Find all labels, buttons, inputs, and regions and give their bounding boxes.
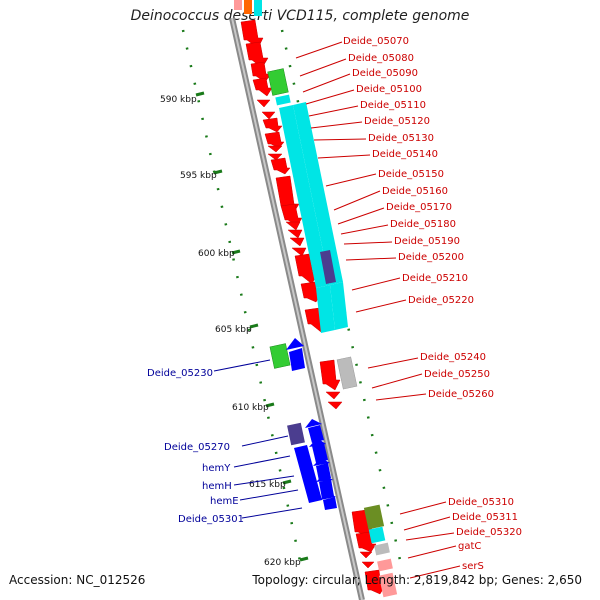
gene-label: gatC [458, 541, 481, 552]
gene-label: Deide_05080 [348, 53, 414, 64]
gene-label: Deide_05100 [356, 84, 422, 95]
gene-label: Deide_05110 [360, 100, 426, 111]
accession-label: Accession: NC_012526 [9, 573, 146, 587]
gene-label: Deide_05310 [448, 497, 514, 508]
tick-marks [195, 91, 309, 562]
gene-label: Deide_05090 [352, 68, 418, 79]
gene-labels-left: Deide_05230 Deide_05270 hemY hemH hemE D… [147, 368, 244, 525]
gene-label: Deide_05120 [364, 116, 430, 127]
gene-label: hemH [202, 481, 232, 492]
gene-label: Deide_05320 [456, 527, 522, 538]
leader-lines-left [213, 359, 303, 519]
tick-label: 620 kbp [264, 558, 301, 568]
gene-block [234, 0, 242, 10]
gene-block [254, 0, 262, 16]
gene-label: Deide_05190 [394, 236, 460, 247]
tick-label: 600 kbp [198, 249, 235, 259]
gene-label: Deide_05140 [372, 149, 438, 160]
reverse-strand-genes [269, 338, 337, 510]
tick-label: 615 kbp [249, 480, 286, 490]
gene-label: Deide_05270 [164, 442, 230, 453]
gene-label: Deide_05240 [420, 352, 486, 363]
gene-label: Deide_05301 [178, 514, 244, 525]
gene-label: hemE [210, 496, 239, 507]
forward-strand-blocks [267, 68, 398, 598]
gene-label: Deide_05180 [390, 219, 456, 230]
gene-label: Deide_05220 [408, 295, 474, 306]
gene-label: Deide_05200 [398, 252, 464, 263]
tick-label: 595 kbp [180, 171, 217, 181]
genome-summary: Topology: circular; Length: 2,819,842 bp… [252, 573, 582, 587]
tick-labels: 590 kbp 595 kbp 600 kbp 605 kbp 610 kbp … [160, 95, 301, 568]
genome-backbone-highlight [231, 17, 363, 600]
gene-block [244, 0, 252, 14]
gene-label: Deide_05250 [424, 369, 490, 380]
gene-label: hemY [202, 463, 231, 474]
gene-label: serS [462, 561, 484, 572]
gene-label: Deide_05230 [147, 368, 213, 379]
gene-label: Deide_05130 [368, 133, 434, 144]
gene-label: Deide_05070 [343, 36, 409, 47]
gene-label: Deide_05210 [402, 273, 468, 284]
diagram-title: Deinococcus deserti VCD115, complete gen… [130, 8, 470, 24]
gene-label: Deide_05160 [382, 186, 448, 197]
gene-label: Deide_05260 [428, 389, 494, 400]
tick-label: 590 kbp [160, 95, 197, 105]
gene-label: Deide_05311 [452, 512, 518, 523]
tick-label: 610 kbp [232, 403, 269, 413]
tick-label: 605 kbp [215, 325, 252, 335]
gene-label: Deide_05150 [378, 169, 444, 180]
gene-labels-right: Deide_05070 Deide_05080 Deide_05090 Deid… [343, 36, 522, 572]
gene-label: Deide_05170 [386, 202, 452, 213]
leader-lines-right [295, 41, 461, 579]
